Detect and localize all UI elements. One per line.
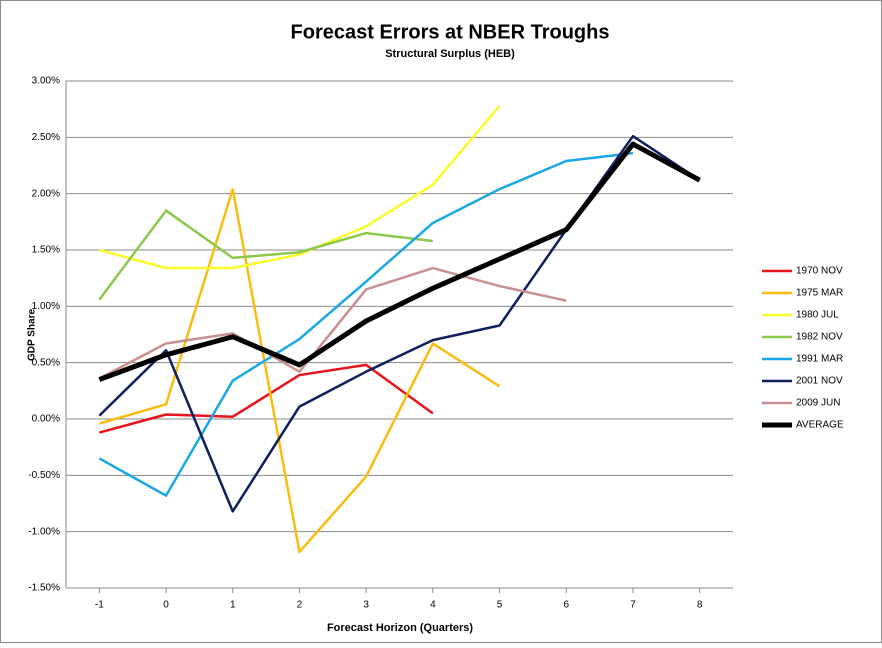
series-line	[99, 187, 501, 554]
series-line	[98, 151, 634, 497]
chart-title: Forecast Errors at NBER Troughs	[291, 21, 610, 43]
series-line	[98, 266, 567, 380]
chart-subtitle: Structural Surplus (HEB)	[385, 48, 515, 60]
y-tick-label: 1.00%	[32, 301, 60, 312]
x-axis-title: Forecast Horizon (Quarters)	[327, 622, 473, 634]
legend-label: 2009 JUN	[796, 398, 840, 409]
x-tick-label: -1	[95, 600, 104, 611]
x-tick-label: 1	[230, 600, 236, 611]
x-tick-label: 8	[697, 600, 703, 611]
legend-label: 1982 NOV	[796, 332, 843, 343]
y-tick-label: 0.00%	[32, 414, 60, 425]
x-tick-label: 0	[163, 600, 169, 611]
y-tick-label: -0.50%	[28, 470, 60, 481]
y-axis-title: GDP Share	[27, 309, 38, 361]
y-tick-label: -1.50%	[28, 583, 60, 594]
legend-label: 2001 NOV	[796, 376, 843, 387]
y-tick-label: 0.50%	[32, 357, 60, 368]
series-line	[98, 141, 701, 382]
x-tick-label: 6	[563, 600, 569, 611]
x-tick-label: 4	[430, 600, 436, 611]
legend-label: 1980 JUL	[796, 310, 839, 321]
series-line	[99, 363, 434, 434]
y-tick-label: -1.00%	[28, 526, 60, 537]
legend-label: AVERAGE	[796, 420, 844, 431]
x-tick-label: 5	[497, 600, 503, 611]
x-tick-label: 7	[630, 600, 636, 611]
legend-label: 1970 NOV	[796, 266, 843, 277]
legend-label: 1975 MAR	[796, 288, 843, 299]
y-tick-label: 2.50%	[32, 132, 60, 143]
series-line	[99, 104, 501, 270]
legend-label: 1991 MAR	[796, 354, 843, 365]
x-tick-label: 2	[297, 600, 303, 611]
series-line	[98, 209, 433, 301]
y-tick-label: 1.50%	[32, 245, 60, 256]
y-tick-label: 3.00%	[32, 76, 60, 87]
x-tick-label: 3	[363, 600, 369, 611]
y-tick-label: 2.00%	[32, 188, 60, 199]
